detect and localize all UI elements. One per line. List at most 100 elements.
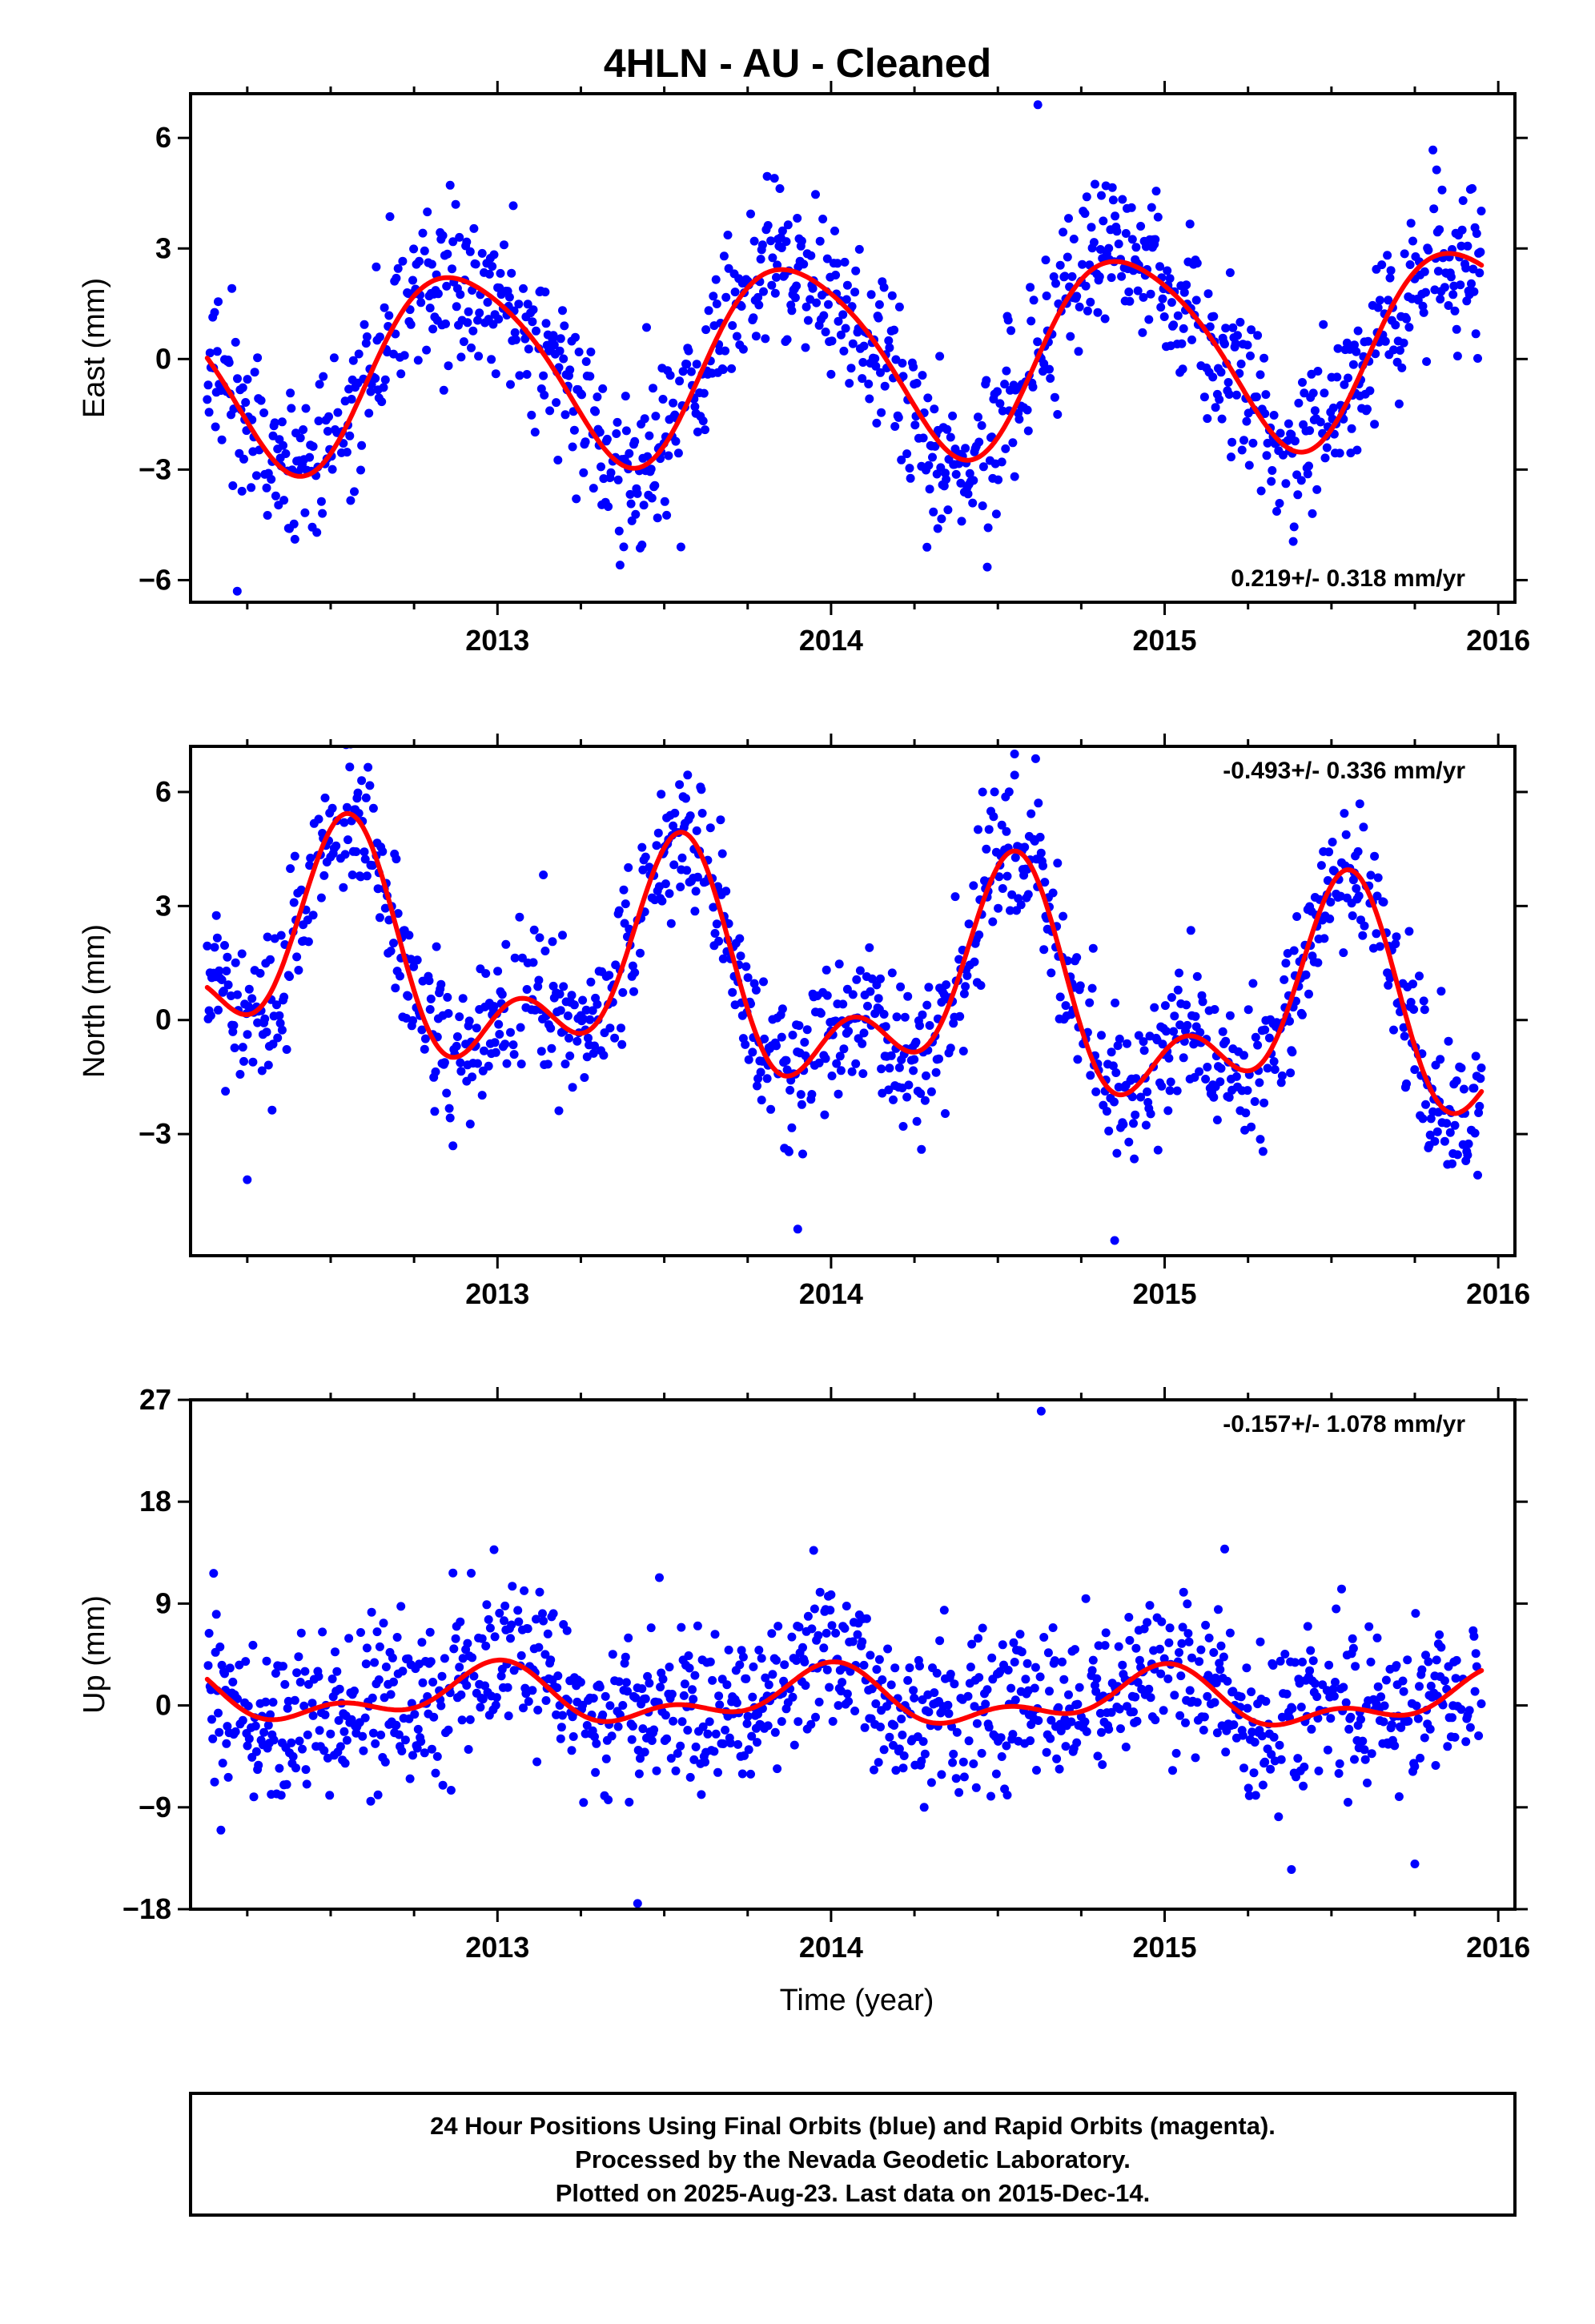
data-point — [426, 994, 436, 1003]
data-point — [1267, 1750, 1276, 1759]
data-point — [905, 464, 914, 473]
data-point — [799, 259, 809, 269]
data-point — [523, 300, 532, 309]
data-point — [1418, 1114, 1428, 1124]
data-point — [1346, 1712, 1356, 1722]
data-point — [344, 835, 352, 845]
data-point — [1320, 388, 1329, 398]
data-point — [898, 372, 908, 381]
data-point — [978, 1623, 987, 1633]
data-point — [379, 1618, 388, 1628]
data-point — [858, 1039, 867, 1048]
data-point — [375, 1642, 384, 1651]
data-point — [359, 1746, 368, 1755]
data-point — [884, 336, 894, 345]
data-point — [384, 311, 394, 320]
data-point — [581, 1005, 591, 1015]
data-point — [735, 1660, 745, 1670]
data-point — [1146, 289, 1155, 299]
data-point — [1431, 1761, 1440, 1770]
data-point — [974, 825, 982, 834]
data-point — [1136, 222, 1146, 231]
data-point — [1115, 1704, 1124, 1714]
data-point — [1310, 1679, 1320, 1688]
data-point — [220, 1669, 229, 1679]
data-point — [477, 1634, 487, 1643]
data-point — [463, 1638, 472, 1648]
data-point — [1201, 1075, 1211, 1084]
data-point — [930, 441, 940, 451]
data-point — [1091, 179, 1099, 189]
data-point — [1221, 1036, 1231, 1046]
data-point — [812, 298, 822, 308]
data-point — [342, 448, 352, 457]
data-point — [1308, 509, 1317, 518]
data-point — [586, 977, 596, 987]
data-point — [1123, 1039, 1131, 1048]
data-point — [232, 586, 242, 596]
data-point — [970, 1702, 979, 1711]
data-point — [263, 1060, 273, 1070]
data-point — [1288, 537, 1298, 546]
data-point — [1396, 1723, 1406, 1732]
data-point — [645, 431, 654, 440]
data-point — [488, 320, 498, 329]
data-point — [1313, 958, 1323, 967]
data-point — [353, 788, 363, 798]
data-point — [711, 1729, 721, 1739]
data-point — [783, 220, 793, 230]
data-point — [422, 345, 432, 355]
data-point — [894, 302, 904, 312]
data-point — [1201, 1620, 1211, 1630]
data-point — [688, 1685, 697, 1695]
data-point — [1316, 861, 1326, 870]
data-point — [1183, 1020, 1192, 1030]
data-point — [796, 1090, 806, 1100]
data-point — [1372, 1633, 1382, 1642]
data-point — [1440, 1676, 1449, 1686]
data-point — [942, 980, 951, 990]
x-tick-label: 2016 — [1466, 624, 1530, 657]
data-point — [1072, 1738, 1082, 1747]
data-point — [1111, 211, 1120, 221]
data-point — [756, 255, 765, 264]
data-point — [1059, 1675, 1069, 1684]
data-point — [1138, 328, 1147, 337]
data-point — [777, 226, 787, 235]
data-point — [1242, 416, 1251, 426]
data-point — [970, 957, 979, 967]
data-point — [1352, 445, 1362, 455]
data-point — [773, 260, 782, 270]
data-point — [1430, 1136, 1440, 1146]
data-point — [671, 436, 681, 446]
data-point — [244, 1734, 254, 1743]
data-point — [223, 1772, 233, 1782]
data-point — [595, 1683, 605, 1692]
data-point — [535, 933, 544, 943]
data-point — [1127, 203, 1136, 212]
data-point — [585, 372, 595, 381]
data-point — [1404, 927, 1414, 936]
data-point — [448, 1141, 458, 1151]
data-point — [713, 1767, 722, 1777]
data-point — [766, 236, 776, 246]
data-point — [605, 971, 614, 980]
data-point — [247, 994, 257, 1003]
data-point — [1098, 1760, 1107, 1769]
data-point — [524, 344, 533, 354]
data-point — [770, 1727, 780, 1737]
data-point — [640, 1747, 649, 1757]
data-point — [1476, 1063, 1486, 1072]
data-point — [1289, 522, 1299, 532]
data-point — [658, 1675, 668, 1684]
data-point — [1203, 1063, 1212, 1072]
data-point — [1177, 339, 1187, 348]
data-point — [693, 427, 702, 436]
data-point — [412, 955, 422, 965]
data-point — [930, 404, 939, 414]
data-point — [1224, 1092, 1234, 1102]
data-point — [922, 1071, 930, 1080]
y-axis-label: Up (mm) — [78, 1595, 111, 1714]
data-point — [989, 812, 998, 822]
data-point — [448, 1568, 458, 1578]
